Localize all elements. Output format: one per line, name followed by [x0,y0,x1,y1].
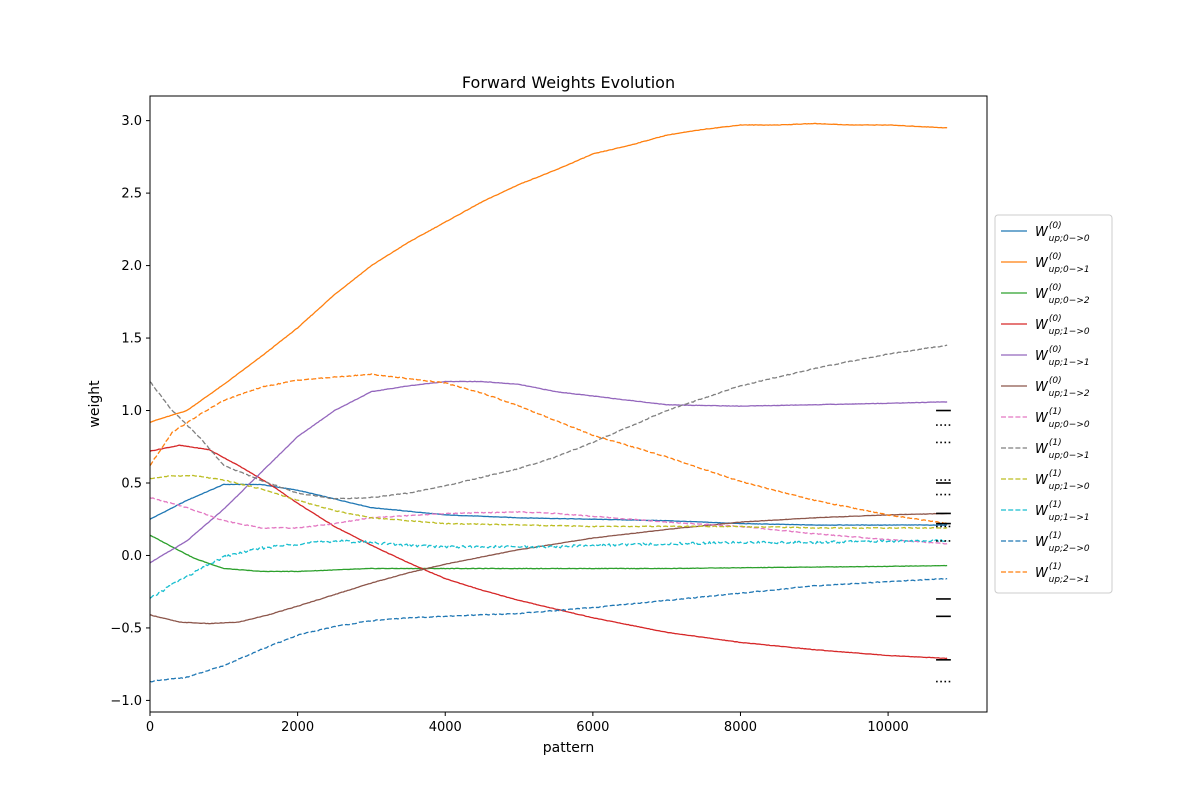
legend-label-12: W(1) up;2−>1 [1035,562,1090,585]
chart-title: Forward Weights Evolution [462,73,675,92]
legend-label-5: W(0) up;1−>1 [1035,345,1090,368]
legend-label-1: W(0) up;0−>0 [1035,221,1090,244]
series-layer [150,122,948,683]
x-tick-label: 8000 [724,720,757,735]
legend-label-3: W(0) up;0−>2 [1035,283,1090,306]
x-tick-label: 2000 [281,720,314,735]
x-tick-label: 0 [146,720,154,735]
plot-frame [149,95,988,713]
axes-layer: 0 2000 4000 6000 8000 10000 −1.0 −0.5 0.0 0.5 1.0 1… [110,95,988,735]
legend-label-7: W(1) up;0−>0 [1035,407,1090,430]
series-line-8 [150,344,948,500]
legend-label-9: W(1) up;1−>0 [1035,469,1090,492]
series-line-4 [150,444,948,660]
series-line-6 [150,512,948,625]
legend: W(0) up;0−>0 W(0) up;0−>1 W(0) up;0−>2 W(0) up;… [994,214,1113,594]
series-line-3 [150,534,948,573]
legend-label-4: W(0) up;1−>0 [1035,314,1090,337]
y-tick-label: 1.0 [121,404,142,419]
series-line-9 [150,474,948,530]
legend-label-8: W(1) up;0−>1 [1035,438,1090,461]
legend-label-2: W(0) up;0−>1 [1035,252,1090,275]
y-tick-label: 2.0 [121,259,142,274]
y-tick-label: −0.5 [110,621,142,636]
series-line-2 [150,122,948,423]
y-axis-label: weight [87,380,103,428]
y-tick-label: 3.0 [121,114,142,129]
x-tick-label: 6000 [576,720,609,735]
x-tick-label: 4000 [429,720,462,735]
series-line-11 [150,577,948,683]
series-line-5 [150,380,948,564]
legend-box [994,214,1113,594]
y-tick-label: 0.5 [121,476,142,491]
y-tick-label: 1.5 [121,332,142,347]
y-tick-label: −1.0 [110,694,142,709]
y-tick-label: 0.0 [121,549,142,564]
series-line-12 [150,373,948,525]
y-tick-label: 2.5 [121,187,142,202]
target-marker-layer [936,409,951,683]
legend-label-11: W(1) up;2−>0 [1035,531,1090,554]
x-axis-label: pattern [543,740,594,756]
legend-label-10: W(1) up;1−>1 [1035,500,1090,523]
x-tick-label: 10000 [867,720,908,735]
series-line-10 [150,539,948,599]
legend-label-6: W(0) up;1−>2 [1035,376,1090,399]
series-line-7 [150,497,948,545]
